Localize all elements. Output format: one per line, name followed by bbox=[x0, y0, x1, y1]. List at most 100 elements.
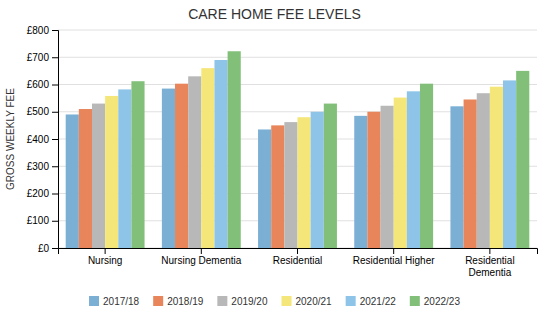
y-tick: £400 bbox=[27, 134, 58, 145]
bar bbox=[131, 81, 144, 248]
legend-swatch bbox=[153, 296, 163, 306]
y-tick: £800 bbox=[27, 25, 58, 36]
bar bbox=[324, 104, 337, 248]
x-tick: Residential bbox=[273, 248, 322, 266]
bar bbox=[66, 114, 79, 248]
x-tick: Residential Higher bbox=[353, 248, 435, 266]
bar bbox=[394, 98, 407, 248]
tick-label: £700 bbox=[27, 52, 50, 63]
legend: 2017/18 2018/19 2019/20 2020/21 2021/22 2022/… bbox=[89, 296, 460, 307]
tick-mark bbox=[52, 57, 58, 58]
tick-mark bbox=[105, 248, 106, 254]
bar bbox=[214, 60, 227, 248]
bar-series bbox=[118, 60, 516, 248]
tick-label: £100 bbox=[27, 215, 50, 226]
bar bbox=[354, 116, 367, 248]
bar bbox=[311, 112, 324, 248]
legend-item: 2017/18 bbox=[89, 296, 140, 307]
x-tick: Nursing bbox=[88, 248, 122, 266]
bar bbox=[258, 129, 271, 248]
legend-label: 2017/18 bbox=[103, 296, 140, 307]
tick-label: Nursing bbox=[88, 255, 122, 266]
y-tick: £200 bbox=[27, 188, 58, 199]
legend-swatch bbox=[282, 296, 292, 306]
legend-swatch bbox=[410, 296, 420, 306]
x-tick: ResidentialDementia bbox=[465, 248, 514, 278]
bar bbox=[92, 104, 105, 248]
bar bbox=[490, 87, 503, 248]
bar bbox=[420, 84, 433, 248]
grid-line bbox=[58, 84, 537, 85]
legend-label: 2019/20 bbox=[231, 296, 268, 307]
tick-label: Residential Higher bbox=[353, 255, 435, 266]
legend-item: 2018/19 bbox=[153, 296, 204, 307]
tick-mark bbox=[52, 166, 58, 167]
bar bbox=[503, 80, 516, 248]
bar-series bbox=[105, 68, 503, 248]
tick-label: £0 bbox=[38, 243, 50, 254]
bar bbox=[450, 106, 463, 248]
tick-mark bbox=[393, 248, 394, 254]
bar bbox=[162, 89, 175, 248]
title: CARE HOME FEE LEVELS bbox=[188, 6, 361, 22]
legend-label: 2018/19 bbox=[167, 296, 204, 307]
tick-mark bbox=[52, 221, 58, 222]
grid-line bbox=[58, 30, 537, 31]
bar bbox=[298, 117, 311, 248]
bar bbox=[367, 112, 380, 248]
legend-label: 2020/21 bbox=[296, 296, 333, 307]
y-tick: £500 bbox=[27, 106, 58, 117]
tick-mark bbox=[52, 248, 58, 249]
tick-mark bbox=[52, 112, 58, 113]
legend-swatch bbox=[217, 296, 227, 306]
bar bbox=[188, 76, 201, 248]
plot: £0 £100 £200 £300 £400 £500 £600 £700 £800 Nursin… bbox=[27, 25, 538, 278]
tick-label: £200 bbox=[27, 188, 50, 199]
bar bbox=[118, 89, 131, 248]
tick-mark bbox=[489, 248, 490, 254]
bar bbox=[79, 109, 92, 248]
tick-label-line: Residential Higher bbox=[353, 255, 435, 266]
legend-item: 2022/23 bbox=[410, 296, 461, 307]
y-axis-title: GROSS WEEKLY FEE bbox=[5, 88, 16, 190]
tick-label-line: Nursing bbox=[88, 255, 122, 266]
bar bbox=[516, 71, 529, 248]
tick-label-line: Residential bbox=[465, 255, 514, 266]
axis-line bbox=[52, 31, 59, 249]
bar bbox=[284, 122, 297, 248]
x-axis: NursingNursing DementiaResidentialReside… bbox=[59, 248, 538, 278]
tick-label: £500 bbox=[27, 106, 50, 117]
legend-label: 2022/23 bbox=[424, 296, 461, 307]
legend-item: 2021/22 bbox=[346, 296, 397, 307]
tick-label: £400 bbox=[27, 134, 50, 145]
tick-label-line: Dementia bbox=[468, 267, 511, 278]
tick-label: ResidentialDementia bbox=[465, 255, 514, 278]
y-tick: £700 bbox=[27, 52, 58, 63]
y-tick: £300 bbox=[27, 161, 58, 172]
tick-mark bbox=[52, 85, 58, 86]
y-tick: £100 bbox=[27, 215, 58, 226]
bar bbox=[381, 106, 394, 248]
legend-item: 2020/21 bbox=[282, 296, 333, 307]
y-tick: £600 bbox=[27, 79, 58, 90]
bar bbox=[477, 93, 490, 248]
bar-series bbox=[66, 89, 464, 248]
tick-label: £800 bbox=[27, 25, 50, 36]
tick-label-line: Residential bbox=[273, 255, 322, 266]
legend-item: 2019/20 bbox=[217, 296, 268, 307]
bar bbox=[407, 91, 420, 248]
bar bbox=[464, 99, 477, 248]
tick-label-line: Nursing Dementia bbox=[161, 255, 241, 266]
legend-label: 2021/22 bbox=[360, 296, 397, 307]
bar bbox=[201, 68, 214, 248]
tick-mark bbox=[52, 30, 58, 31]
tick-mark bbox=[297, 248, 298, 254]
tick-label: £300 bbox=[27, 161, 50, 172]
chart: £0 £100 £200 £300 £400 £500 £600 £700 £800 Nursin… bbox=[0, 0, 549, 312]
tick-label: Nursing Dementia bbox=[161, 255, 241, 266]
bars bbox=[66, 51, 530, 248]
x-tick: Nursing Dementia bbox=[161, 248, 241, 266]
grid bbox=[58, 30, 537, 248]
tick-mark bbox=[201, 248, 202, 254]
grid-line bbox=[58, 57, 537, 58]
